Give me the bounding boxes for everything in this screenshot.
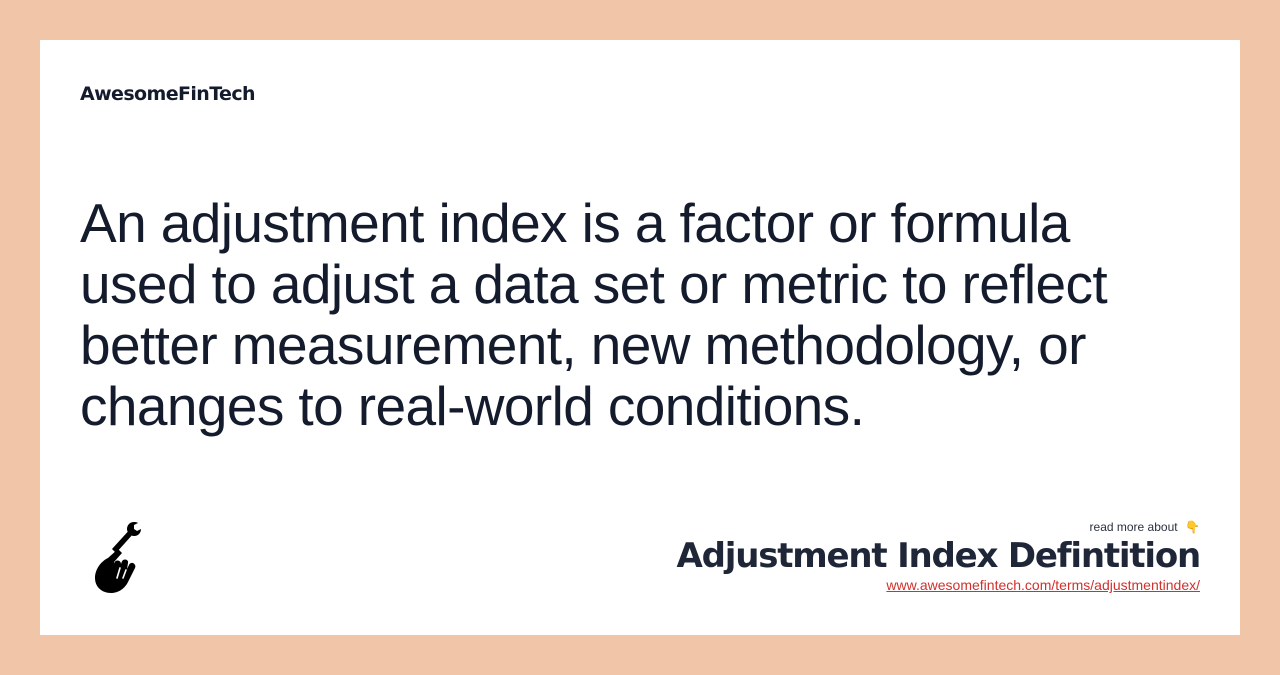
definition-text: An adjustment index is a factor or formu… xyxy=(80,192,1108,437)
term-title[interactable]: Adjustment Index Defintition xyxy=(676,536,1201,576)
term-url-link[interactable]: www.awesomefintech.com/terms/adjustmenti… xyxy=(886,577,1200,593)
read-more-line: read more about 👇 xyxy=(1090,518,1200,536)
brand-logo-text[interactable]: AwesomeFinTech xyxy=(80,83,256,105)
definition-card: AwesomeFinTech An adjustment index is a … xyxy=(40,40,1240,635)
pointing-down-icon: 👇 xyxy=(1185,520,1200,534)
read-more-label: read more about xyxy=(1089,520,1178,534)
hand-wrench-icon xyxy=(95,522,141,593)
